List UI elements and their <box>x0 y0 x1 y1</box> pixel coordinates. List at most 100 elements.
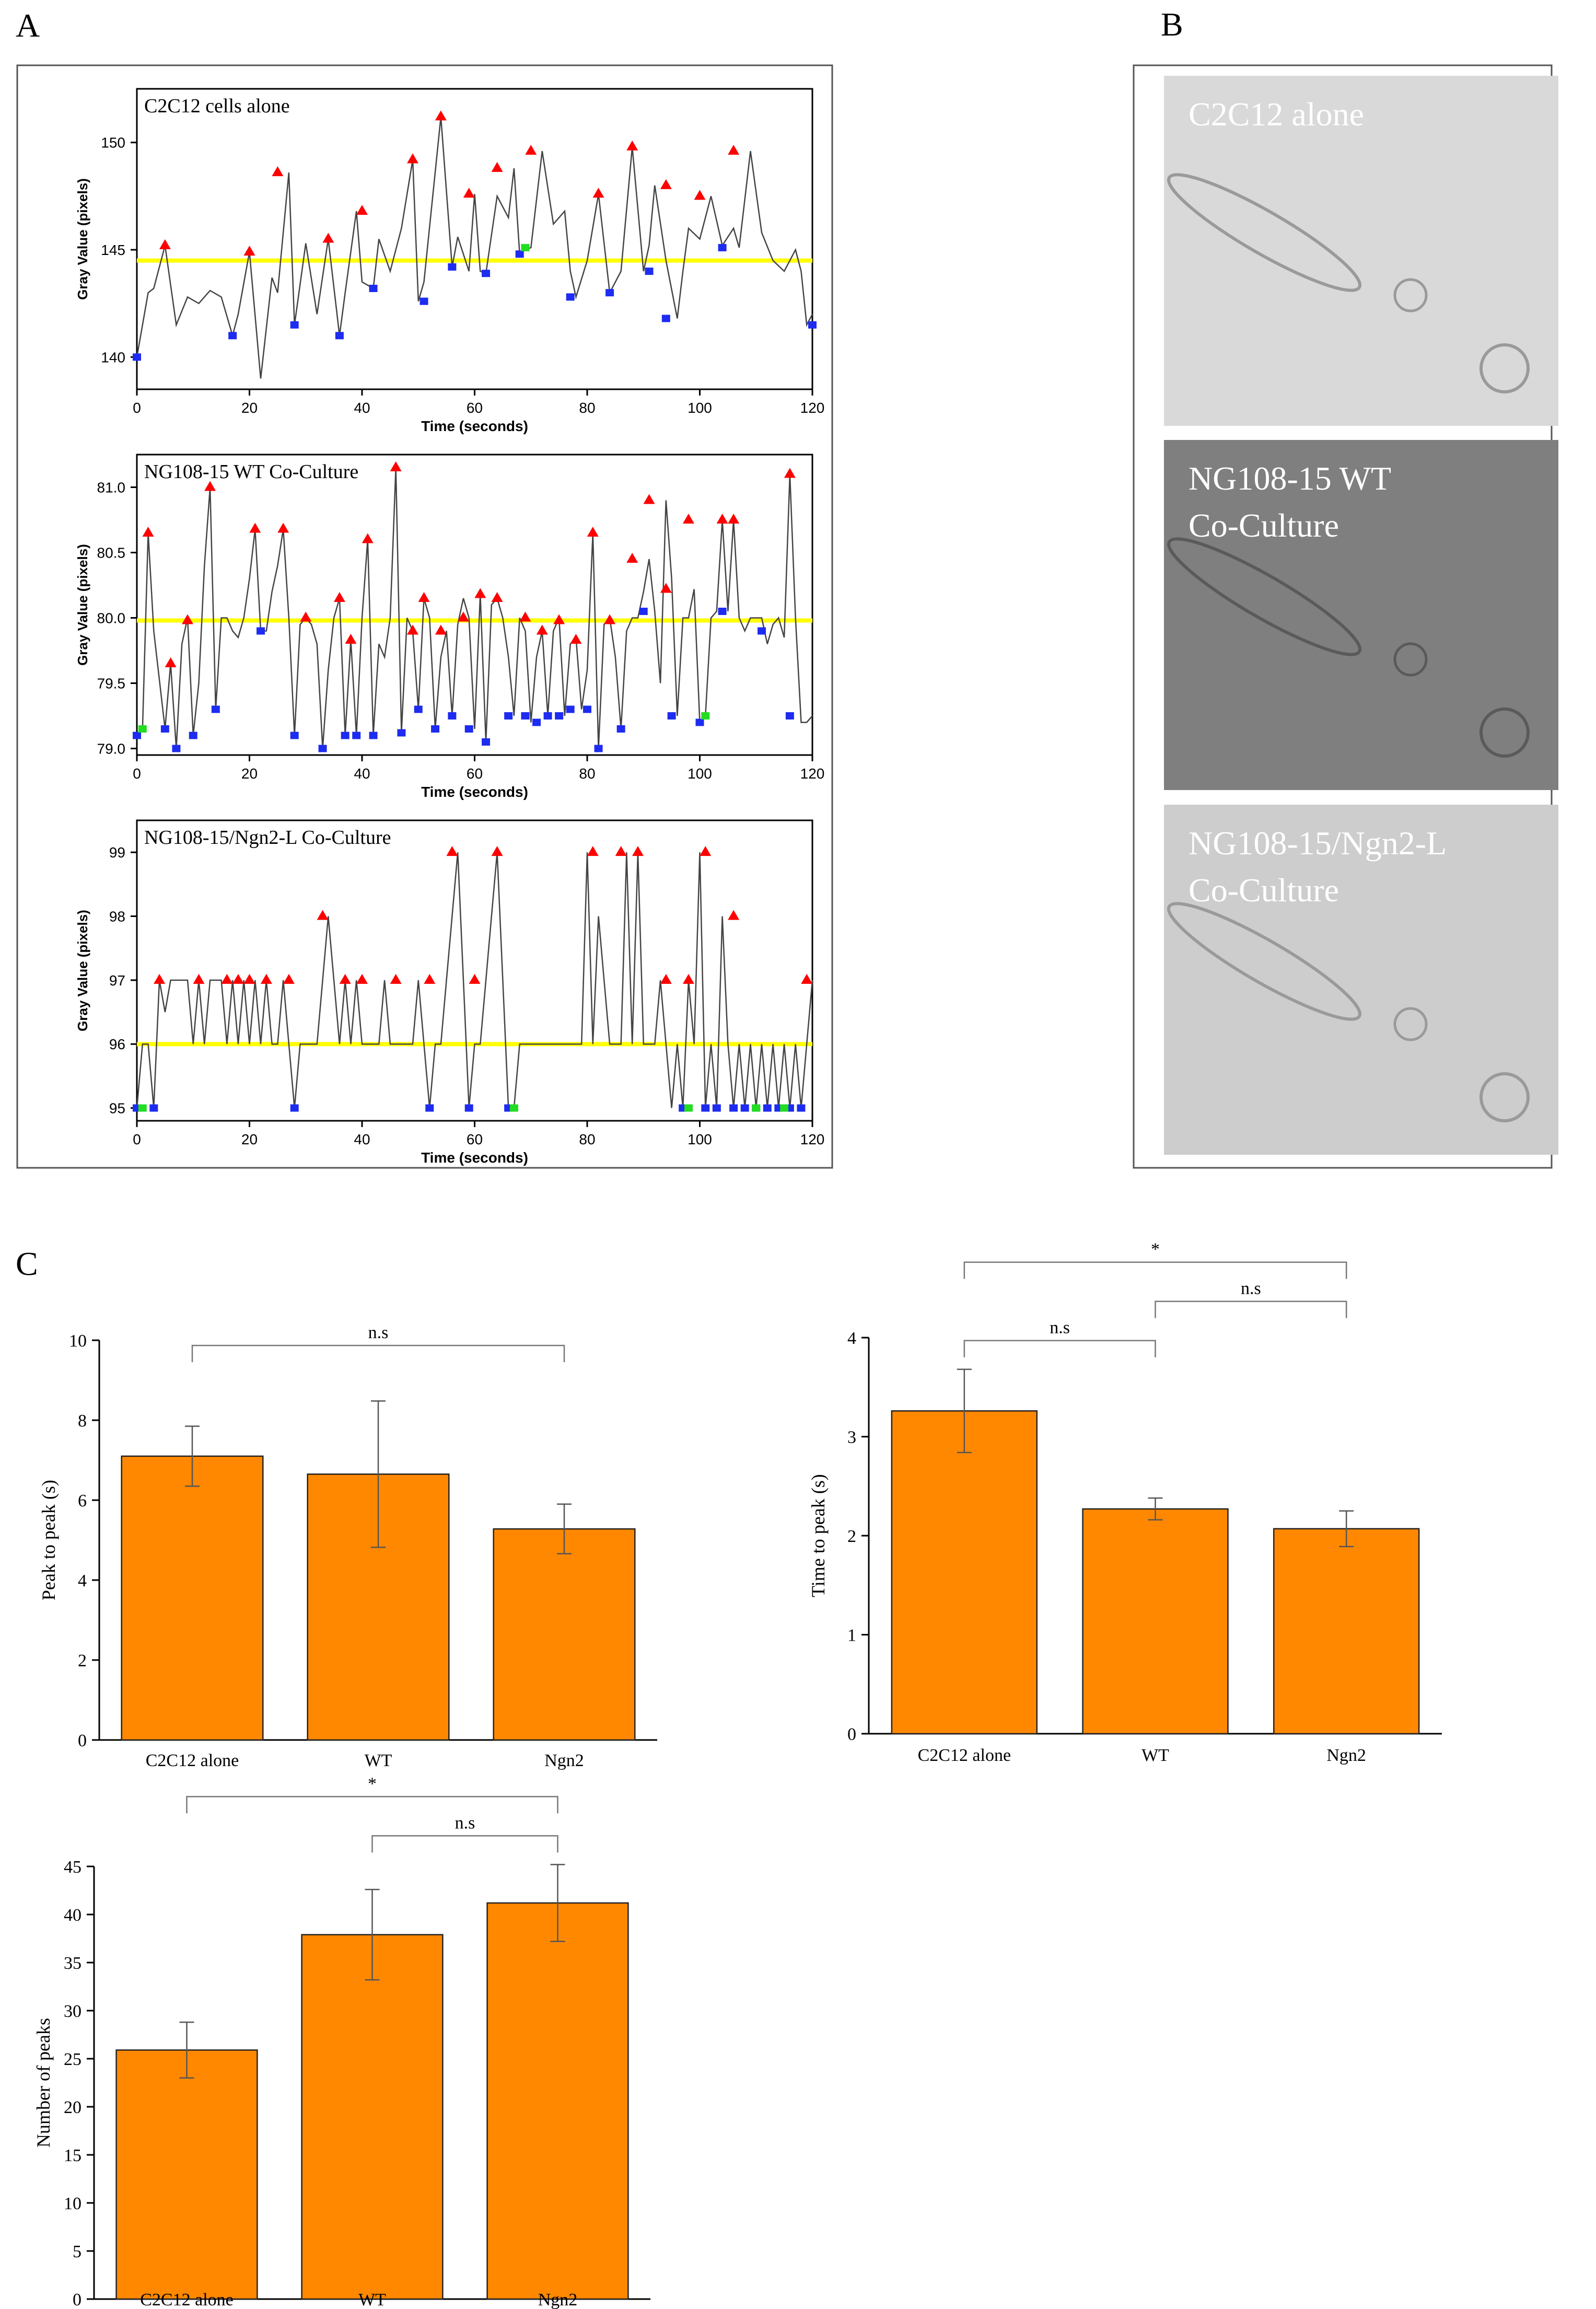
trough-marker <box>566 293 575 301</box>
peak-marker <box>204 481 216 491</box>
significance-bracket <box>963 1340 1156 1357</box>
trough-marker <box>318 745 327 752</box>
bar <box>493 1528 636 1741</box>
y-tick-label: 99 <box>109 844 125 861</box>
y-tick-label: 0 <box>78 1731 87 1750</box>
y-tick-label: 45 <box>64 1858 81 1877</box>
trough-marker <box>290 321 299 329</box>
micrograph-label: Co-Culture <box>1189 507 1339 544</box>
peak-marker <box>632 846 644 856</box>
x-tick-label: 20 <box>241 765 258 782</box>
green-marker <box>752 1104 761 1112</box>
peak-marker <box>716 514 728 524</box>
x-tick-label: 80 <box>579 1131 595 1147</box>
category-label: WT <box>365 1751 392 1770</box>
line-chart-wt: 0 20 40 60 80 100 120 79.0 79.5 80.0 80.5 81.0 Time … <box>75 454 824 800</box>
cell-outline <box>1479 343 1530 393</box>
trough-marker <box>797 1104 806 1112</box>
y-tick-label: 20 <box>64 2098 81 2117</box>
significance-label: * <box>368 1774 377 1793</box>
peak-marker <box>604 614 616 624</box>
significance-label: n.s <box>368 1323 389 1342</box>
cell-outline <box>1393 278 1428 312</box>
trough-marker <box>515 250 524 258</box>
significance-bracket <box>1155 1301 1347 1318</box>
peak-marker <box>424 973 436 984</box>
cell-outline <box>1479 1072 1530 1122</box>
peak-marker <box>553 614 565 624</box>
trough-marker <box>431 725 440 733</box>
peak-marker <box>260 973 272 984</box>
y-tick-label: 3 <box>847 1428 856 1447</box>
peak-marker <box>491 161 503 172</box>
peak-marker <box>317 910 329 920</box>
category-label: C2C12 alone <box>918 1746 1011 1765</box>
category-label: Ngn2 <box>1326 1746 1366 1765</box>
micrograph-label: C2C12 alone <box>1189 96 1364 133</box>
peak-marker <box>142 527 154 537</box>
trough-marker <box>211 705 220 713</box>
trough-marker <box>149 1104 158 1112</box>
peak-marker <box>193 973 205 984</box>
trough-marker <box>695 718 704 726</box>
y-tick-label: 79.0 <box>97 741 126 757</box>
green-marker <box>138 725 147 733</box>
panel-a-frame <box>16 64 833 1169</box>
micrograph-image <box>1164 440 1558 790</box>
y-axis-label: Gray Value (pixels) <box>75 178 90 300</box>
y-tick-label: 98 <box>109 909 125 925</box>
trough-marker <box>616 725 625 733</box>
green-marker <box>138 1104 147 1112</box>
y-tick-label: 2 <box>847 1527 856 1546</box>
trough-marker <box>763 1104 772 1112</box>
trough-marker <box>718 608 727 615</box>
peak-marker <box>272 166 284 177</box>
peak-marker <box>154 973 166 984</box>
y-tick-label: 30 <box>64 2002 81 2021</box>
bar <box>121 1455 264 1741</box>
panel-label-a: A <box>16 7 40 44</box>
x-tick-label: 40 <box>354 400 370 416</box>
category-label: Ngn2 <box>544 1751 584 1770</box>
trough-marker <box>160 725 169 733</box>
peak-marker <box>300 611 312 622</box>
series-trace <box>136 467 813 749</box>
y-tick-label: 10 <box>69 1331 87 1351</box>
peak-marker <box>463 188 475 198</box>
trough-marker <box>566 705 575 713</box>
series-trace <box>136 117 813 379</box>
peak-marker <box>587 846 599 856</box>
peak-marker <box>570 634 582 644</box>
x-tick-label: 40 <box>354 1131 370 1147</box>
peak-marker <box>626 553 638 563</box>
y-tick-label: 150 <box>101 135 125 151</box>
trough-marker <box>133 353 141 361</box>
trough-marker <box>521 712 530 720</box>
trough-marker <box>740 1104 749 1112</box>
trough-marker <box>583 705 591 713</box>
trough-marker <box>758 627 766 635</box>
x-tick-label: 100 <box>688 765 712 782</box>
trough-marker <box>425 1104 434 1112</box>
y-axis-label: Gray Value (pixels) <box>75 544 90 666</box>
peak-marker <box>728 514 740 524</box>
bar <box>1082 1508 1229 1735</box>
trough-marker <box>341 732 350 739</box>
panel-label-c: C <box>16 1245 38 1282</box>
cell-outline <box>1167 537 1361 656</box>
trough-marker <box>290 1104 299 1112</box>
x-tick-label: 0 <box>133 400 141 416</box>
peak-marker <box>446 846 458 856</box>
peak-marker <box>457 611 469 622</box>
peak-marker <box>243 246 255 256</box>
peak-marker <box>418 592 430 602</box>
significance-bracket <box>371 1835 558 1853</box>
cell-outline <box>1479 707 1530 758</box>
micrograph-image <box>1164 76 1558 426</box>
peak-marker <box>682 514 694 524</box>
x-axis-label: Time (seconds) <box>421 1150 528 1166</box>
trough-marker <box>785 712 794 720</box>
y-axis-label: Number of peaks <box>33 2018 54 2148</box>
peak-marker <box>159 239 171 249</box>
trough-marker <box>712 1104 721 1112</box>
